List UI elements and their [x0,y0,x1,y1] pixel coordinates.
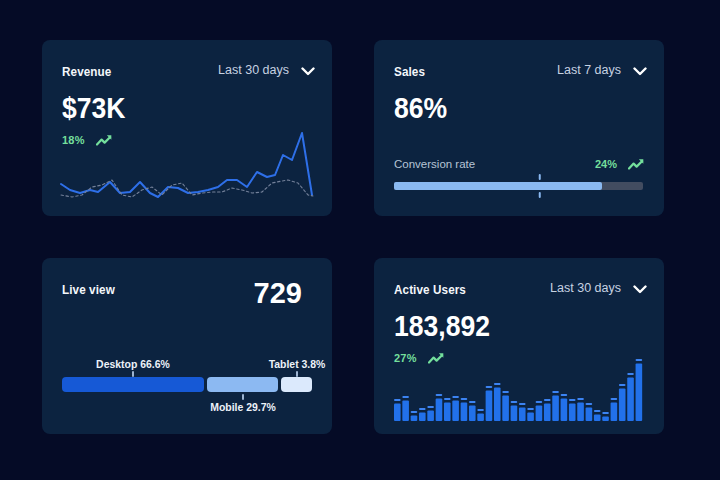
sales-range-selector[interactable]: Last 7 days [557,63,644,77]
progress-marker-top [538,174,541,180]
active-users-range-label: Last 30 days [550,281,621,295]
revenue-delta: 18% [62,134,85,146]
active-users-value: 183,892 [394,309,490,343]
revenue-title: Revenue [62,64,111,79]
active-users-title: Active Users [394,282,466,297]
conversion-progress-fill [394,182,602,190]
revenue-card: Revenue Last 30 days $73K 18% [42,40,332,216]
progress-marker-bottom [538,192,541,198]
mobile-share-label: Mobile 29.7% [210,401,276,413]
chevron-down-icon [633,285,647,294]
sales-delta: 24% [595,158,617,170]
sales-value: 86% [394,91,447,125]
sales-card: Sales Last 7 days 86% Conversion rate 24… [374,40,664,216]
device-segment-desktop [62,377,204,392]
revenue-range-label: Last 30 days [218,63,289,77]
live-view-value: 729 [254,277,302,310]
conversion-rate-label: Conversion rate [394,158,475,170]
device-share-bar [62,377,312,392]
mobile-tick [242,394,244,400]
revenue-value: $73K [62,91,125,125]
device-segment-tablet [281,377,312,392]
active-users-bar-chart [394,357,644,421]
chevron-down-icon [633,67,647,76]
device-segment-mobile [207,377,278,392]
sales-title: Sales [394,64,425,79]
conversion-progress-track [394,182,643,190]
tablet-share-label: Tablet 3.8% [268,358,325,370]
active-users-card: Active Users Last 30 days 183,892 27% [374,258,664,434]
trending-up-icon [628,158,644,170]
live-view-card: Live view 729 Desktop 66.6% Mobile 29.7%… [42,258,332,434]
trending-up-icon [96,134,112,146]
revenue-range-selector[interactable]: Last 30 days [218,63,312,77]
live-view-title: Live view [62,282,115,297]
chevron-down-icon [301,67,315,76]
sales-range-label: Last 7 days [557,63,621,77]
active-users-range-selector[interactable]: Last 30 days [550,281,644,295]
device-share-chart: Desktop 66.6% Mobile 29.7% Tablet 3.8% [62,354,312,416]
desktop-share-label: Desktop 66.6% [96,358,170,370]
